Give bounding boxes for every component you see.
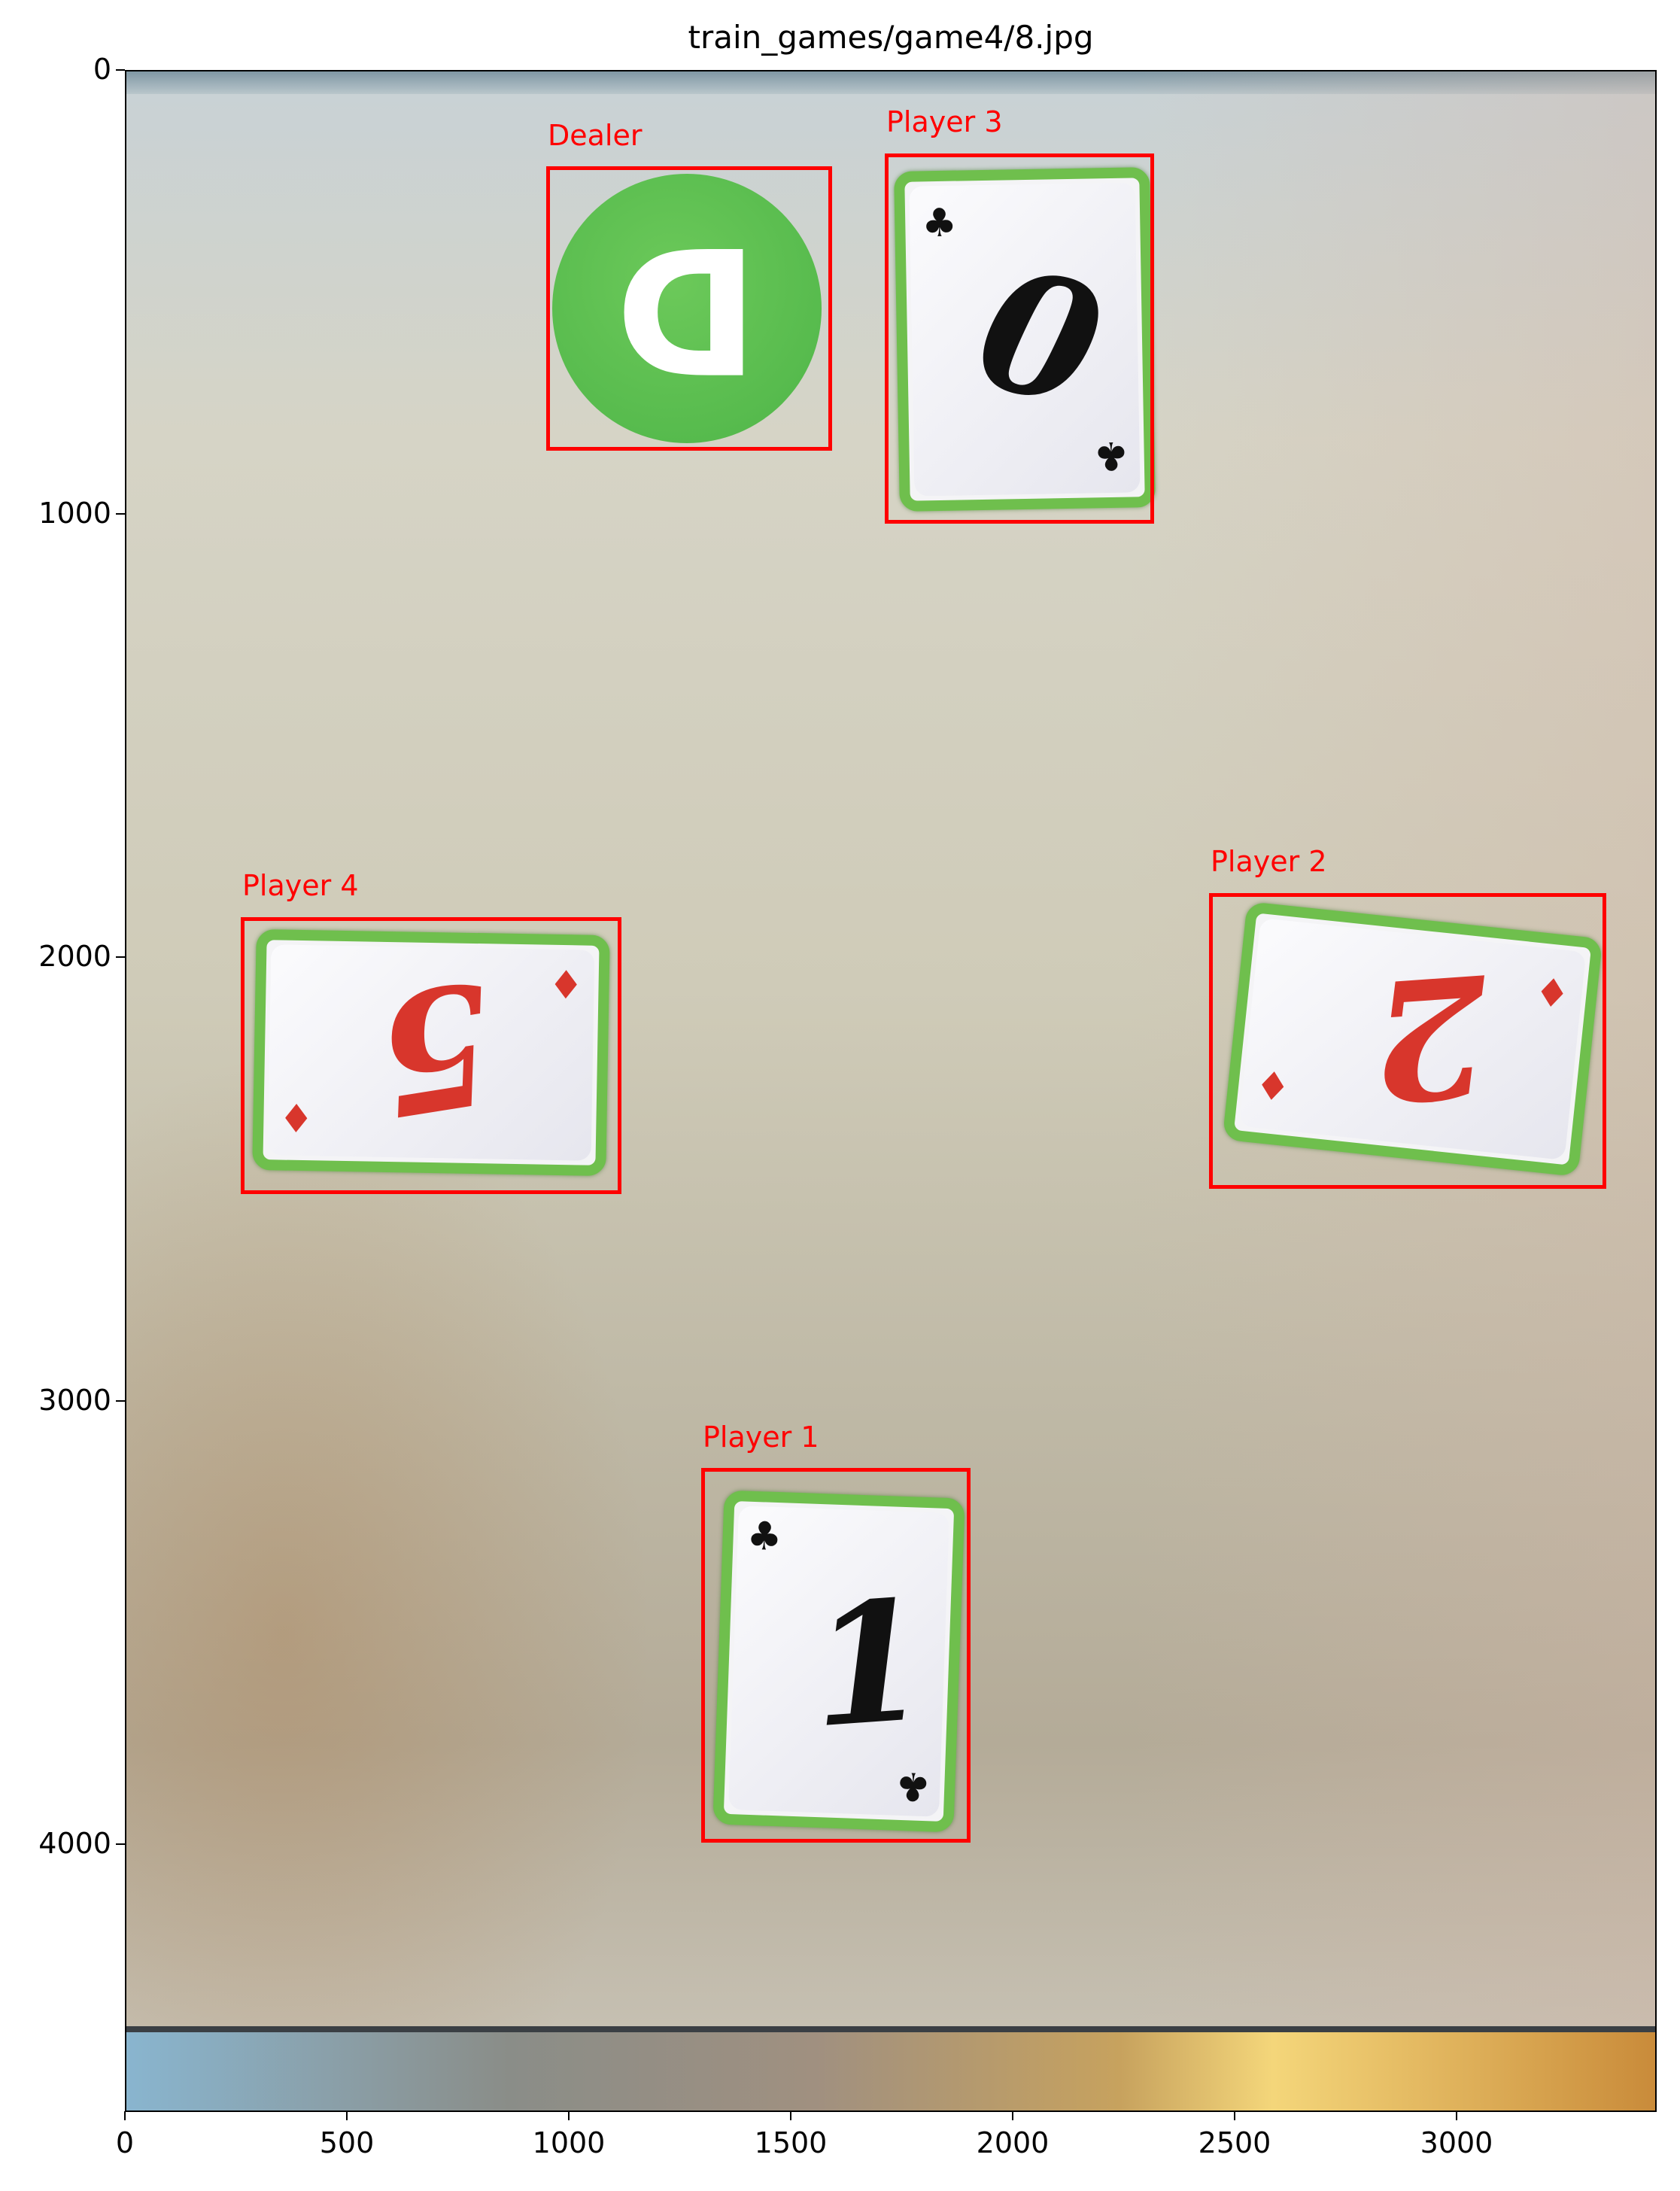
x-tick-mark — [1456, 2111, 1457, 2120]
player-4-box-label: Player 4 — [242, 869, 359, 902]
y-tick-mark — [116, 1400, 125, 1402]
x-tick-mark — [790, 2111, 791, 2120]
y-tick-label: 3000 — [38, 1384, 111, 1417]
player-3-box — [885, 153, 1154, 524]
x-tick-mark — [1234, 2111, 1235, 2120]
player-2-box — [1209, 893, 1606, 1189]
player-1-box-label: Player 1 — [703, 1421, 819, 1454]
y-tick-label: 4000 — [38, 1827, 111, 1860]
table-shadow — [126, 1050, 653, 2028]
table-top-edge — [126, 71, 1655, 94]
y-tick-mark — [116, 69, 125, 71]
y-tick-label: 2000 — [38, 940, 111, 973]
y-tick-mark — [116, 513, 125, 515]
y-tick-mark — [116, 1843, 125, 1845]
y-tick-mark — [116, 956, 125, 958]
dealer-box-label: Dealer — [548, 119, 643, 152]
x-tick-mark — [346, 2111, 348, 2120]
x-tick-label: 2500 — [1198, 2126, 1271, 2159]
y-tick-label: 1000 — [38, 497, 111, 530]
table-bottom-edge — [126, 2026, 1655, 2110]
x-tick-mark — [1012, 2111, 1013, 2120]
x-tick-label: 3000 — [1420, 2126, 1493, 2159]
x-tick-label: 500 — [319, 2126, 375, 2159]
y-tick-label: 0 — [93, 53, 111, 86]
x-tick-label: 2000 — [976, 2126, 1050, 2159]
player-2-box-label: Player 2 — [1211, 845, 1327, 878]
x-tick-mark — [124, 2111, 126, 2120]
player-1-box — [701, 1468, 971, 1843]
x-tick-mark — [568, 2111, 570, 2120]
player-3-box-label: Player 3 — [886, 105, 1003, 138]
x-tick-label: 0 — [115, 2126, 135, 2159]
figure-title: train_games/game4/8.jpg — [688, 19, 1094, 56]
player-4-box — [241, 917, 621, 1194]
dealer-box — [546, 166, 832, 451]
dealer-chip: D — [552, 174, 822, 443]
x-tick-label: 1000 — [532, 2126, 606, 2159]
x-tick-label: 1500 — [754, 2126, 828, 2159]
